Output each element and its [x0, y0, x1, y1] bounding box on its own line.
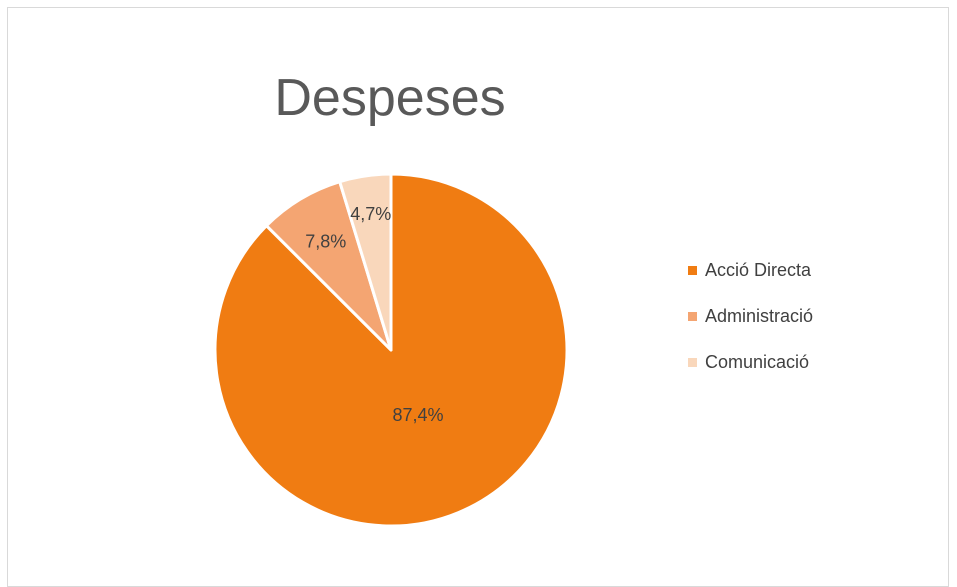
legend-swatch-comunicacio	[688, 358, 697, 367]
chart-title: Despeses	[274, 69, 506, 127]
legend-item-comunicacio: Comunicació	[688, 350, 813, 375]
legend-item-administracio: Administració	[688, 304, 813, 329]
pie-slice-comunicacio	[338, 172, 393, 352]
legend: Acció Directa Administració Comunicació	[688, 258, 813, 396]
data-label-accio-directa: 87,4%	[392, 405, 443, 425]
legend-label-comunicacio: Comunicació	[705, 352, 810, 372]
legend-swatch-administracio	[688, 312, 697, 321]
data-label-comunicacio: 4,7%	[350, 204, 391, 224]
legend-swatch-accio-directa	[688, 266, 697, 275]
data-label-administracio: 7,8%	[305, 231, 346, 251]
legend-label-administracio: Administració	[705, 306, 814, 326]
legend-item-accio-directa: Acció Directa	[688, 258, 813, 283]
legend-label-accio-directa: Acció Directa	[705, 260, 812, 280]
